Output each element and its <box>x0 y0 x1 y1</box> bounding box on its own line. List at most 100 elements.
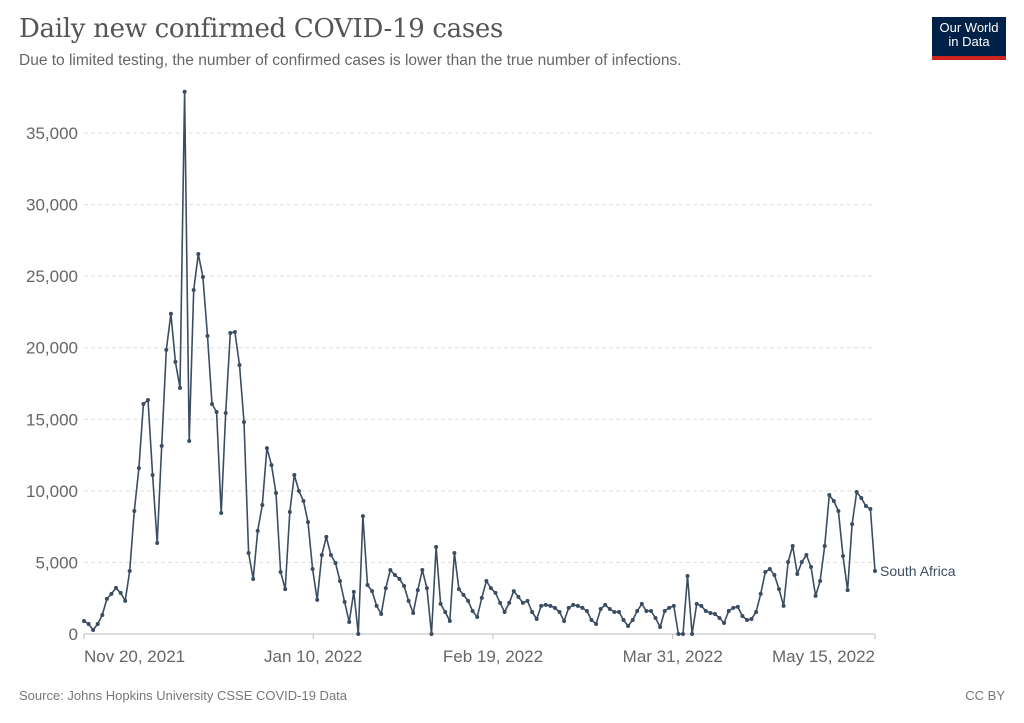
data-point <box>708 611 713 615</box>
source-note[interactable]: Source: Johns Hopkins University CSSE CO… <box>19 688 348 703</box>
data-point <box>626 624 631 628</box>
data-point <box>589 618 594 622</box>
data-point <box>274 491 278 495</box>
data-point <box>850 522 855 527</box>
data-point <box>713 612 717 616</box>
data-point <box>255 528 260 533</box>
data-point <box>246 551 251 555</box>
data-point <box>114 585 118 590</box>
data-point <box>392 573 397 577</box>
logo-line-1: Our World <box>939 20 999 35</box>
data-point <box>488 586 493 591</box>
data-point <box>520 600 525 605</box>
data-point <box>845 588 850 593</box>
data-point <box>210 402 214 406</box>
data-point <box>717 616 722 620</box>
data-point <box>411 611 416 615</box>
data-point <box>703 609 708 613</box>
data-point <box>141 402 146 406</box>
data-point <box>575 603 580 608</box>
data-point <box>813 593 818 598</box>
data-point <box>763 570 768 574</box>
data-point <box>260 503 265 507</box>
logo-line-2: in Data <box>948 34 990 49</box>
data-point <box>296 489 301 493</box>
data-point <box>132 509 137 513</box>
data-point <box>205 334 210 338</box>
data-point <box>360 514 365 519</box>
data-point <box>191 288 196 292</box>
data-point <box>370 589 375 594</box>
data-point <box>374 603 379 608</box>
data-point <box>831 499 836 503</box>
data-point <box>617 610 621 614</box>
data-point <box>671 603 676 608</box>
data-point <box>178 385 182 390</box>
data-point <box>534 617 539 621</box>
data-point <box>470 609 475 613</box>
data-point <box>228 331 233 335</box>
data-point <box>507 600 512 605</box>
data-point <box>338 579 342 583</box>
data-point <box>539 603 544 608</box>
data-point <box>658 625 663 629</box>
data-point <box>415 588 420 593</box>
data-point <box>685 574 690 578</box>
data-point <box>196 252 201 256</box>
data-point <box>264 446 269 451</box>
license-link[interactable]: CC BY <box>965 688 1005 703</box>
data-point <box>164 347 169 352</box>
data-point <box>566 605 571 610</box>
data-point <box>397 577 402 581</box>
data-point <box>146 398 150 402</box>
data-point <box>735 604 740 609</box>
data-point <box>466 598 471 603</box>
y-tick-label: 15,000 <box>26 410 78 429</box>
data-point <box>511 589 516 594</box>
data-point <box>456 587 461 592</box>
data-point <box>310 567 315 571</box>
data-point <box>749 617 754 621</box>
data-point <box>740 614 745 618</box>
series-label-south-africa: South Africa <box>880 563 956 579</box>
data-point <box>799 560 804 564</box>
data-point <box>406 598 411 603</box>
data-point <box>767 567 772 571</box>
data-point <box>424 586 429 591</box>
data-point <box>104 596 109 601</box>
data-point <box>552 605 557 610</box>
y-tick-label: 20,000 <box>26 339 78 358</box>
data-point <box>347 620 352 624</box>
data-point <box>525 598 530 603</box>
data-point <box>548 603 553 608</box>
data-point <box>598 607 603 611</box>
data-point <box>200 275 205 279</box>
data-point <box>873 569 877 573</box>
data-point <box>630 618 635 622</box>
data-point <box>694 601 699 606</box>
data-point <box>443 610 448 614</box>
x-tick-label: Jan 10, 2022 <box>264 647 362 666</box>
data-point <box>306 520 310 525</box>
data-point <box>790 544 795 548</box>
data-point <box>283 587 288 592</box>
data-point <box>100 613 105 617</box>
owid-logo[interactable]: Our World in Data <box>932 17 1006 60</box>
data-point <box>731 605 736 610</box>
data-point <box>502 610 507 614</box>
data-point <box>681 632 685 636</box>
data-point <box>242 420 246 424</box>
data-point <box>543 602 548 607</box>
data-point <box>356 632 361 636</box>
data-point <box>150 473 155 477</box>
data-point <box>86 622 91 626</box>
data-point <box>155 541 160 545</box>
x-tick-label: Mar 31, 2022 <box>623 647 723 666</box>
data-point <box>859 496 864 500</box>
data-point <box>498 600 503 605</box>
y-tick-label: 5,000 <box>35 553 78 572</box>
data-point <box>603 602 608 607</box>
data-point <box>319 553 324 557</box>
y-tick-label: 35,000 <box>26 124 78 143</box>
